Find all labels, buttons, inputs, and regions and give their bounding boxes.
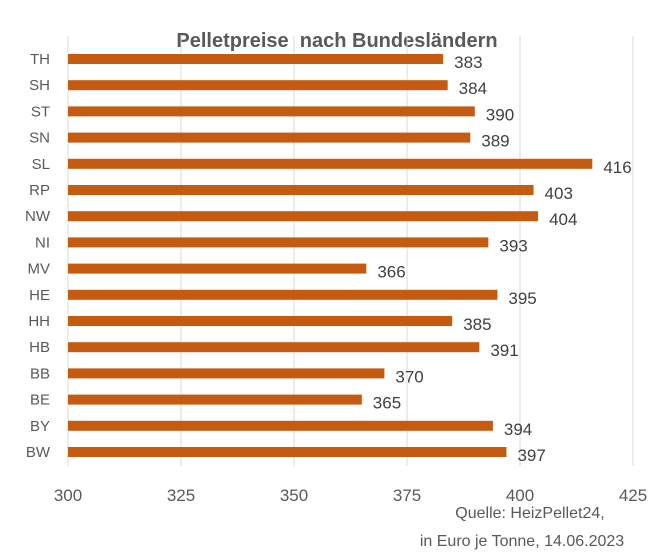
category-label: RP <box>29 182 50 199</box>
value-label: 391 <box>490 341 518 360</box>
category-label: SH <box>29 77 50 94</box>
bar <box>68 158 593 169</box>
value-label: 395 <box>508 289 536 308</box>
bar <box>68 54 444 64</box>
category-label: HB <box>29 339 50 356</box>
category-label: MV <box>28 261 51 278</box>
category-label: SL <box>32 156 50 173</box>
value-label: 404 <box>549 210 577 229</box>
value-label: 403 <box>545 184 573 203</box>
bar <box>68 237 489 248</box>
bar <box>68 368 385 379</box>
bar <box>68 185 534 195</box>
category-label: NW <box>25 208 51 225</box>
value-label: 370 <box>395 367 423 386</box>
bar <box>68 342 480 353</box>
category-label: HH <box>28 313 50 330</box>
bar <box>68 263 367 274</box>
bar <box>68 211 539 222</box>
source-line-1: Quelle: HeizPellet24, <box>455 505 604 522</box>
x-tick-label: 400 <box>506 486 534 505</box>
value-label: 366 <box>377 263 405 282</box>
category-label: BY <box>30 418 50 435</box>
value-label: 385 <box>463 315 491 334</box>
bar <box>68 80 448 91</box>
category-label: ST <box>31 103 50 120</box>
bar <box>68 289 498 300</box>
x-tick-label: 300 <box>54 486 82 505</box>
value-label: 390 <box>486 105 514 124</box>
bar <box>68 316 453 326</box>
category-label: SN <box>29 130 50 147</box>
category-label: BB <box>30 365 50 382</box>
category-label: TH <box>30 51 50 68</box>
value-label: 393 <box>499 236 527 255</box>
source-line-2: in Euro je Tonne, 14.06.2023 <box>420 533 624 550</box>
value-label: 389 <box>481 132 509 151</box>
bar <box>68 420 493 431</box>
bar <box>68 447 507 457</box>
value-label: 383 <box>454 53 482 72</box>
x-tick-label: 375 <box>393 486 421 505</box>
chart-title: Pelletpreise nach Bundesländern <box>176 30 497 52</box>
x-tick-label: 325 <box>167 486 195 505</box>
value-label: 397 <box>517 446 545 465</box>
category-label: BW <box>26 444 51 461</box>
category-label: NI <box>35 234 50 251</box>
bar <box>68 106 475 117</box>
bar <box>68 394 362 405</box>
x-tick-label: 425 <box>619 486 647 505</box>
bar <box>68 132 471 143</box>
value-label: 365 <box>373 394 401 413</box>
value-label: 384 <box>459 79 487 98</box>
category-label: BE <box>30 392 50 409</box>
x-tick-label: 350 <box>280 486 308 505</box>
category-label: HE <box>29 287 50 304</box>
value-label: 394 <box>504 420 532 439</box>
value-label: 416 <box>603 158 631 177</box>
